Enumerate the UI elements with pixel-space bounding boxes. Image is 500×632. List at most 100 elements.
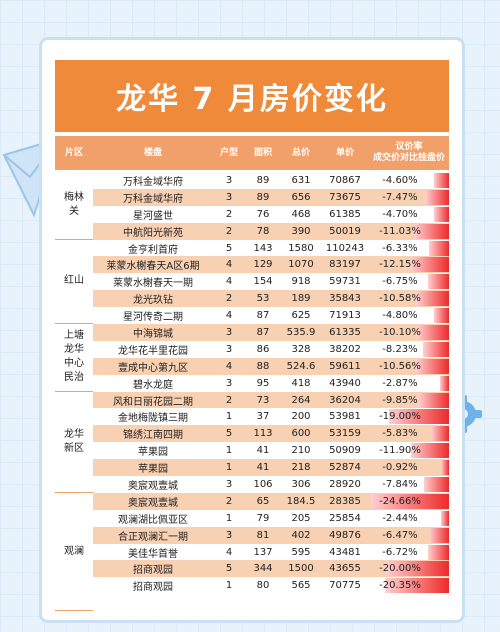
ratio-bar-track: [369, 223, 449, 239]
table-row: 金亨利首府 5 143 1580 110243 -6.33%: [55, 240, 449, 257]
unit-price-cell: 110243: [325, 242, 365, 254]
ratio-bar-track: [369, 460, 449, 476]
unit-price-cell: 50019: [329, 225, 361, 237]
ratio-bar: [441, 460, 449, 476]
estate-cell: 莱蒙水榭春天A区6期: [106, 261, 200, 273]
table-row: 万科金域华府 3 89 656 73675 -7.47%: [55, 188, 449, 206]
size-cell: 79: [256, 512, 270, 524]
ratio-value: -6.33%: [382, 242, 418, 254]
ratio-bar: [425, 189, 449, 205]
ratio-value: -7.84%: [382, 478, 418, 490]
ratio-value: -19.00%: [379, 411, 421, 423]
ratio-bar-track: [369, 578, 449, 594]
size-cell: 87: [256, 310, 270, 322]
ratio-bar: [410, 257, 449, 273]
header-size: 面积: [253, 147, 272, 158]
ratio-bar-track: [369, 477, 449, 493]
ratio-bar: [415, 291, 449, 307]
ratio-value: -4.80%: [382, 310, 418, 322]
size-cell: 37: [256, 411, 270, 423]
type-cell: 2: [225, 495, 233, 507]
type-cell: 1: [225, 411, 233, 423]
unit-price-cell: 28920: [329, 478, 361, 490]
estate-cell: 中海锦城: [133, 328, 173, 340]
total-cell: 1500: [288, 563, 314, 575]
header-type: 户型: [219, 147, 238, 158]
row-background: [93, 222, 449, 240]
unit-price-cell: 38202: [329, 343, 361, 355]
estate-cell: 星河传奇二期: [123, 312, 183, 324]
unit-price-cell: 83197: [329, 259, 361, 271]
type-cell: 3: [225, 478, 233, 490]
estate-cell: 奥宸观壹城: [128, 497, 178, 509]
estate-cell: 观澜湖比佩亚区: [118, 514, 188, 526]
ratio-value: -6.75%: [382, 276, 418, 288]
unit-price-cell: 49876: [329, 529, 361, 541]
total-cell: 1580: [288, 242, 314, 254]
table-row: 锦绣江南四期 5 113 600 53159 -5.83%: [55, 425, 449, 443]
table-row: 星河传奇二期 4 87 625 71913 -4.80%: [55, 307, 449, 324]
ratio-bar: [417, 325, 449, 341]
ratio-value: -10.58%: [379, 293, 421, 305]
row-background: [93, 324, 449, 341]
size-cell: 137: [253, 546, 273, 558]
total-cell: 402: [291, 529, 311, 541]
estate-cell: 招商观园: [133, 565, 173, 577]
row-background: [93, 459, 449, 477]
area-label: 上塘 龙华 中心 民治: [55, 324, 93, 392]
size-cell: 73: [256, 394, 270, 406]
size-cell: 41: [256, 462, 270, 474]
ratio-bar: [422, 341, 449, 357]
ratio-bar-track: [369, 493, 449, 509]
estate-cell: 碧水龙庭: [133, 379, 173, 391]
ratio-value: -6.47%: [382, 529, 418, 541]
estate-cell: 龙光玖钻: [133, 295, 173, 307]
ratio-bar: [411, 443, 449, 459]
ratio-bar: [385, 561, 449, 577]
table-row: 招商观园 1 80 565 70775 -20.35%: [55, 577, 449, 594]
ratio-bar-track: [369, 341, 449, 357]
estate-cell: 金亨利首府: [128, 244, 178, 256]
size-cell: 89: [256, 191, 270, 203]
type-cell: 5: [225, 242, 233, 254]
total-cell: 625: [291, 310, 311, 322]
ratio-bar-track: [369, 561, 449, 577]
ratio-value: -2.87%: [382, 377, 418, 389]
ratio-bar-track: [369, 291, 449, 307]
size-cell: 143: [253, 242, 273, 254]
ratio-bar: [430, 426, 449, 442]
ratio-value: -12.15%: [379, 259, 421, 271]
table-row: 金地梅陇镇三期 1 37 200 53981 -19.00%: [55, 408, 449, 425]
table-row: 奥宸观壹城 2 65 184.5 28385 -24.66%: [55, 492, 449, 510]
type-cell: 3: [225, 529, 233, 541]
ratio-bar: [414, 223, 449, 239]
size-cell: 95: [256, 377, 270, 389]
ratio-value: -9.85%: [382, 394, 418, 406]
type-cell: 4: [225, 276, 233, 288]
table-header: 片区 楼盘 户型 面积 总价 单价 议价率 成交价对比挂盘价: [55, 136, 449, 170]
type-cell: 2: [225, 225, 233, 237]
ratio-bar: [424, 477, 449, 493]
ratio-value: -5.83%: [382, 428, 418, 440]
ratio-bar: [371, 493, 449, 509]
ratio-value: -2.44%: [382, 512, 418, 524]
ratio-value: -20.00%: [379, 563, 421, 575]
estate-cell: 莱蒙水榭春天一期: [113, 278, 193, 290]
size-cell: 87: [256, 326, 270, 338]
total-cell: 418: [291, 377, 311, 389]
unit-price-cell: 61385: [329, 208, 361, 220]
total-cell: 184.5: [286, 495, 316, 507]
row-background: [93, 188, 449, 206]
row-background: [93, 425, 449, 443]
type-cell: 4: [225, 310, 233, 322]
ratio-bar: [434, 206, 449, 222]
size-cell: 78: [256, 225, 270, 237]
estate-cell: 万科金域华府: [123, 193, 183, 205]
type-cell: 4: [225, 360, 233, 372]
size-cell: 81: [256, 529, 270, 541]
size-cell: 86: [256, 343, 270, 355]
total-cell: 306: [291, 478, 311, 490]
ratio-bar-track: [369, 257, 449, 273]
size-cell: 41: [256, 445, 270, 457]
type-cell: 3: [225, 377, 233, 389]
